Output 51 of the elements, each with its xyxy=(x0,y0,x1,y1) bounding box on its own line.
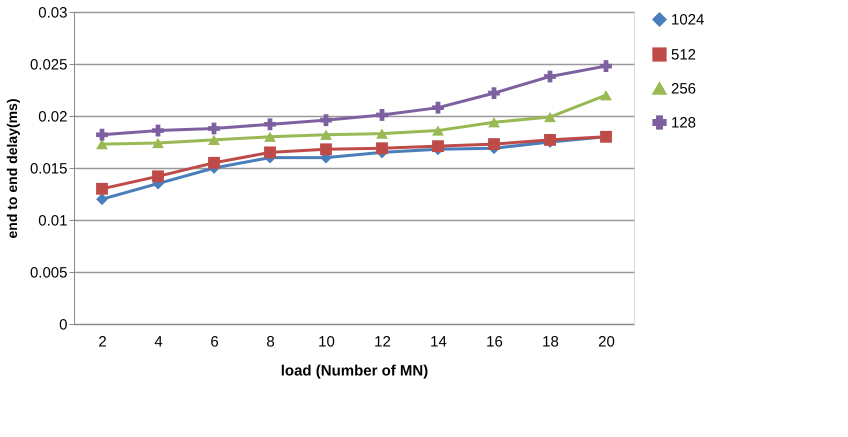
x-axis-title: load (Number of MN) xyxy=(280,362,428,380)
point xyxy=(264,132,276,142)
point xyxy=(208,156,220,169)
point xyxy=(600,90,612,100)
y-tick-label: 0.005 xyxy=(30,264,68,282)
x-tick-label: 8 xyxy=(266,334,275,350)
point xyxy=(152,124,164,136)
point xyxy=(152,170,164,182)
point xyxy=(488,87,500,100)
y-tick-label: 0.015 xyxy=(30,160,68,178)
x-tick-label: 20 xyxy=(598,334,615,350)
point xyxy=(320,114,332,126)
y-axis-title: end to end delay(ms) xyxy=(4,98,20,239)
point xyxy=(208,134,220,146)
x-tick-label: 6 xyxy=(210,334,219,350)
point xyxy=(376,128,388,139)
legend-label: 1024 xyxy=(671,12,704,28)
point xyxy=(376,142,388,154)
x-tick-label: 18 xyxy=(542,334,559,350)
point xyxy=(432,140,444,152)
point xyxy=(96,182,108,195)
point xyxy=(152,138,164,148)
legend-label: 256 xyxy=(671,80,696,98)
x-tick-label: 4 xyxy=(154,334,163,350)
point xyxy=(96,128,108,141)
point xyxy=(544,112,556,122)
point xyxy=(544,70,556,82)
x-tick-label: 16 xyxy=(486,334,503,350)
point xyxy=(432,102,444,114)
legend-label: 128 xyxy=(671,114,696,132)
y-tick-label: 0.025 xyxy=(30,56,68,74)
point xyxy=(208,122,220,134)
y-tick-label: 0.02 xyxy=(38,108,68,126)
point xyxy=(488,117,500,128)
point xyxy=(320,143,332,156)
point xyxy=(432,125,444,136)
legend-label: 512 xyxy=(671,46,696,64)
point xyxy=(488,138,500,150)
point xyxy=(376,109,388,121)
point xyxy=(600,60,612,72)
point xyxy=(264,118,276,130)
x-tick-label: 14 xyxy=(430,334,447,350)
y-tick-label: 0.03 xyxy=(38,4,68,22)
y-tick-label: 0.01 xyxy=(38,212,68,230)
point xyxy=(264,146,276,158)
point xyxy=(96,193,108,206)
y-tick-label: 0 xyxy=(59,316,68,334)
x-tick-label: 2 xyxy=(98,334,107,350)
x-tick-label: 12 xyxy=(374,334,391,350)
x-tick-label: 10 xyxy=(318,334,335,350)
point xyxy=(320,130,332,140)
